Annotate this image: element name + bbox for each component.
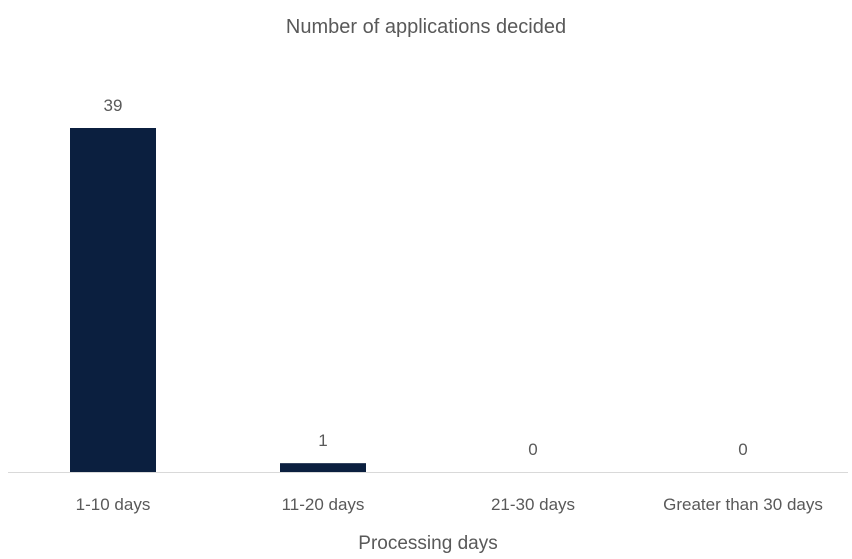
bar-2 — [280, 463, 366, 472]
x-tick-label-group: 1-10 days 11-20 days 21-30 days Greater tha… — [76, 495, 823, 514]
x-tick-label-1: 1-10 days — [76, 495, 151, 514]
x-tick-label-2: 11-20 days — [282, 495, 365, 514]
x-tick-label-4: Greater than 30 days — [663, 495, 823, 514]
data-label-3: 0 — [528, 440, 537, 459]
data-label-1: 39 — [104, 96, 123, 115]
data-label-group: 39 1 0 0 — [104, 96, 748, 459]
bar-1 — [70, 128, 156, 472]
data-label-4: 0 — [738, 440, 747, 459]
data-label-2: 1 — [318, 431, 327, 450]
x-axis-title: Processing days — [358, 533, 497, 554]
x-tick-label-3: 21-30 days — [491, 495, 575, 514]
bar-group — [70, 128, 366, 472]
chart-title: Number of applications decided — [285, 16, 567, 38]
